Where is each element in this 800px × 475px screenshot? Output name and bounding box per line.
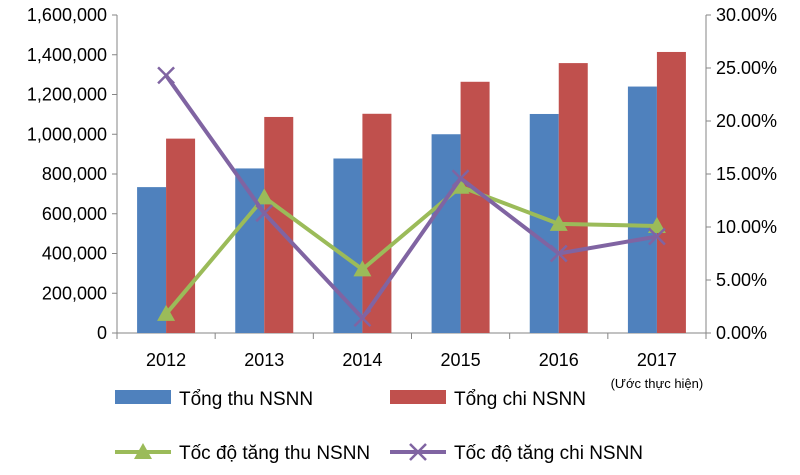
triangle-marker	[647, 216, 666, 233]
category-label: 2013	[244, 350, 284, 370]
legend-swatch	[390, 390, 446, 404]
right-tick-label: 0.00%	[716, 323, 767, 343]
bar	[431, 134, 461, 333]
bar	[558, 63, 588, 333]
right-tick-label: 5.00%	[716, 270, 767, 290]
x-marker	[451, 169, 470, 188]
left-tick-label: 1,200,000	[27, 85, 107, 105]
category-label: 2017	[637, 350, 677, 370]
category-label: 2015	[441, 350, 481, 370]
left-axis-ticks: 0 200,000 400,000 600,000 800,000 1,000,000 1,…	[27, 5, 117, 343]
bar	[137, 187, 167, 333]
category-label: 2016	[539, 350, 579, 370]
category-label: 2014	[342, 350, 382, 370]
bar	[333, 158, 363, 333]
triangle-marker	[157, 304, 176, 321]
bar	[656, 51, 686, 333]
right-tick-label: 30.00%	[716, 5, 777, 25]
left-tick-label: 1,400,000	[27, 45, 107, 65]
bar	[264, 116, 294, 334]
x-marker	[648, 227, 666, 246]
category-label: 2012	[146, 350, 186, 370]
right-axis-ticks: 0.00% 5.00% 10.00% 15.00% 20.00% 25.00% 30.00%	[706, 5, 777, 343]
series-line	[164, 74, 658, 321]
legend-label: Tổng thu NSNN	[179, 389, 313, 410]
right-tick-label: 10.00%	[716, 217, 777, 237]
bar	[627, 86, 657, 333]
category-ticks: 2012 2013 2014 2015 2016 2017 (Ước thực hiện)	[116, 333, 707, 391]
left-tick-label: 0	[97, 323, 107, 343]
legend: Tổng thu NSNN Tổng chi NSNN Tốc độ tăng th…	[115, 389, 643, 464]
left-tick-label: 1,000,000	[27, 124, 107, 144]
left-tick-label: 200,000	[42, 283, 107, 303]
triangle-marker	[353, 260, 372, 277]
category-note: (Ước thực hiện)	[611, 376, 704, 391]
series-line	[164, 184, 657, 316]
triangle-marker	[255, 188, 274, 205]
legend-triangle-marker	[134, 443, 152, 459]
x-marker	[255, 204, 274, 223]
legend-label: Tốc độ tăng chi NSNN	[454, 443, 643, 464]
right-tick-label: 25.00%	[716, 58, 777, 78]
left-tick-label: 1,600,000	[27, 5, 107, 25]
right-tick-label: 15.00%	[716, 164, 777, 184]
plot-area	[116, 15, 707, 334]
left-tick-label: 800,000	[42, 164, 107, 184]
legend-swatch	[115, 390, 171, 404]
bar	[166, 138, 196, 333]
triangle-marker	[549, 214, 568, 231]
right-tick-label: 20.00%	[716, 111, 777, 131]
x-marker	[549, 244, 568, 263]
x-marker	[157, 66, 175, 85]
bar	[460, 81, 490, 333]
left-tick-label: 400,000	[42, 244, 107, 264]
legend-label: Tốc độ tăng thu NSNN	[179, 443, 370, 464]
left-tick-label: 600,000	[42, 204, 107, 224]
legend-label: Tổng chi NSNN	[454, 389, 586, 410]
legend-x-marker	[409, 443, 427, 461]
x-marker	[353, 309, 372, 328]
triangle-marker	[451, 177, 470, 194]
